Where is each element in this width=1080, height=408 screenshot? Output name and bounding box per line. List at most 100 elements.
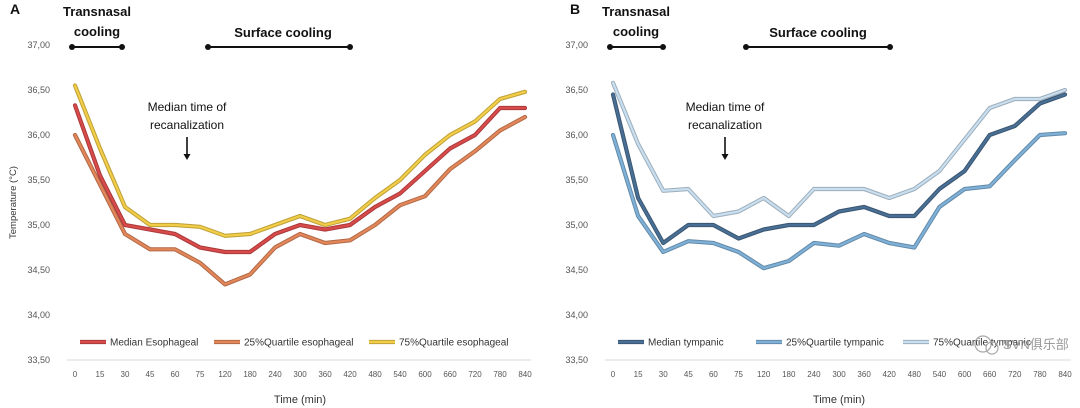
- x-tick-label: 30: [121, 370, 130, 379]
- chart-panel-b: B 33,50 34,00 34,50 35,00 35,50 36,00 36,50 37,0…: [565, 1, 1072, 406]
- x-tick-label: 180: [782, 370, 796, 379]
- x-tick-label: 480: [908, 370, 922, 379]
- x-tick-label: 15: [634, 370, 643, 379]
- series-line-outline: [610, 80, 1068, 219]
- x-tick-label: 660: [983, 370, 997, 379]
- legend-label: 25%Quartile tympanic: [786, 338, 884, 349]
- y-tick-label: 35,50: [565, 175, 588, 185]
- x-tick-label: 240: [807, 370, 821, 379]
- phase2-bar-start: [743, 44, 749, 50]
- y-tick-label: 34,00: [565, 310, 588, 320]
- phase1-bar-start: [69, 44, 75, 50]
- y-tick-label: 33,50: [27, 355, 50, 365]
- x-tick-label: 75: [196, 370, 205, 379]
- series-line-outline: [610, 131, 1068, 271]
- phase1-label-line1: Transnasal: [602, 4, 670, 19]
- recanalization-label-line1: Median time of: [686, 100, 765, 114]
- y-tick-label: 33,50: [565, 355, 588, 365]
- x-tick-label: 120: [218, 370, 232, 379]
- x-axis-label: Time (min): [274, 394, 326, 406]
- recanalization-label-line2: recanalization: [150, 118, 224, 132]
- legend-label: 25%Quartile esophageal: [244, 338, 354, 349]
- recanalization-label-line1: Median time of: [148, 100, 227, 114]
- x-tick-label: 60: [171, 370, 180, 379]
- y-tick-label: 37,00: [565, 40, 588, 50]
- series-line-median-esophageal: [73, 104, 527, 254]
- x-tick-label: 0: [611, 370, 616, 379]
- watermark-text: SVN俱乐部: [1003, 337, 1069, 352]
- phase2-label: Surface cooling: [234, 25, 332, 40]
- x-tick-label: 60: [709, 370, 718, 379]
- x-tick-label: 120: [757, 370, 771, 379]
- phase2-bar-start: [205, 44, 211, 50]
- series-line-25-quartile-esophageal: [73, 115, 527, 286]
- x-tick-label: 45: [684, 370, 693, 379]
- x-tick-label: 720: [1008, 370, 1022, 379]
- watermark: SVN俱乐部: [974, 335, 1069, 355]
- legend-label: 75%Quartile tympanic: [933, 338, 1031, 349]
- watermark-icon-inner: [985, 341, 999, 355]
- y-tick-label: 35,50: [27, 175, 50, 185]
- phase1-bar-start: [607, 44, 613, 50]
- x-tick-label: 45: [146, 370, 155, 379]
- y-tick-label: 35,00: [27, 220, 50, 230]
- legend-label: Median tympanic: [648, 338, 724, 349]
- y-tick-label: 35,00: [565, 220, 588, 230]
- phase1-label-line1: Transnasal: [63, 4, 131, 19]
- panel-label: A: [10, 1, 20, 17]
- y-tick-label: 34,00: [27, 310, 50, 320]
- y-tick-label: 34,50: [565, 265, 588, 275]
- x-tick-label: 15: [96, 370, 105, 379]
- x-tick-label: 540: [393, 370, 407, 379]
- x-axis-label: Time (min): [813, 394, 865, 406]
- series-line-outline: [72, 83, 528, 238]
- series-line-25-quartile-tympanic: [611, 132, 1067, 270]
- x-tick-label: 360: [857, 370, 871, 379]
- x-tick-label: 240: [268, 370, 282, 379]
- x-tick-label: 840: [518, 370, 532, 379]
- series-line-75-quartile-tympanic: [611, 81, 1067, 218]
- x-tick-label: 780: [493, 370, 507, 379]
- x-tick-label: 180: [243, 370, 257, 379]
- x-tick-label: 75: [734, 370, 743, 379]
- phase2-bar-end: [887, 44, 893, 50]
- series-line-outline: [72, 103, 528, 255]
- phase1-label-line2: cooling: [74, 24, 120, 39]
- y-tick-label: 36,50: [27, 85, 50, 95]
- chart-panel-a: A 33,50 34,00 34,50 35,00 35,50 36,00 36,50 37,0…: [8, 1, 532, 406]
- x-tick-label: 0: [73, 370, 78, 379]
- x-tick-label: 600: [958, 370, 972, 379]
- legend-label: Median Esophageal: [110, 338, 198, 349]
- x-tick-label: 360: [318, 370, 332, 379]
- x-tick-label: 840: [1058, 370, 1072, 379]
- x-tick-label: 600: [418, 370, 432, 379]
- phase1-label-line2: cooling: [613, 24, 659, 39]
- x-tick-label: 300: [293, 370, 307, 379]
- phase1-bar-end: [119, 44, 125, 50]
- series-line-75-quartile-esophageal: [73, 84, 527, 237]
- legend-label: 75%Quartile esophageal: [399, 338, 509, 349]
- watermark-icon: [974, 335, 992, 353]
- x-tick-label: 480: [368, 370, 382, 379]
- x-tick-label: 540: [933, 370, 947, 379]
- y-tick-label: 37,00: [27, 40, 50, 50]
- phase1-bar-end: [660, 44, 666, 50]
- y-tick-label: 36,00: [565, 130, 588, 140]
- series-line-outline: [610, 92, 1068, 246]
- phase2-bar-end: [347, 44, 353, 50]
- x-tick-label: 660: [443, 370, 457, 379]
- panel-label: B: [570, 1, 580, 17]
- y-tick-label: 36,00: [27, 130, 50, 140]
- y-axis-label: Temperature (°C): [8, 166, 19, 239]
- y-tick-label: 34,50: [27, 265, 50, 275]
- x-tick-label: 420: [883, 370, 897, 379]
- x-tick-label: 720: [468, 370, 482, 379]
- x-tick-label: 420: [343, 370, 357, 379]
- phase2-label: Surface cooling: [769, 25, 867, 40]
- x-tick-label: 780: [1033, 370, 1047, 379]
- recanalization-arrow-head: [183, 154, 191, 160]
- y-tick-label: 36,50: [565, 85, 588, 95]
- x-tick-label: 30: [659, 370, 668, 379]
- series-line-median-tympanic: [611, 93, 1067, 245]
